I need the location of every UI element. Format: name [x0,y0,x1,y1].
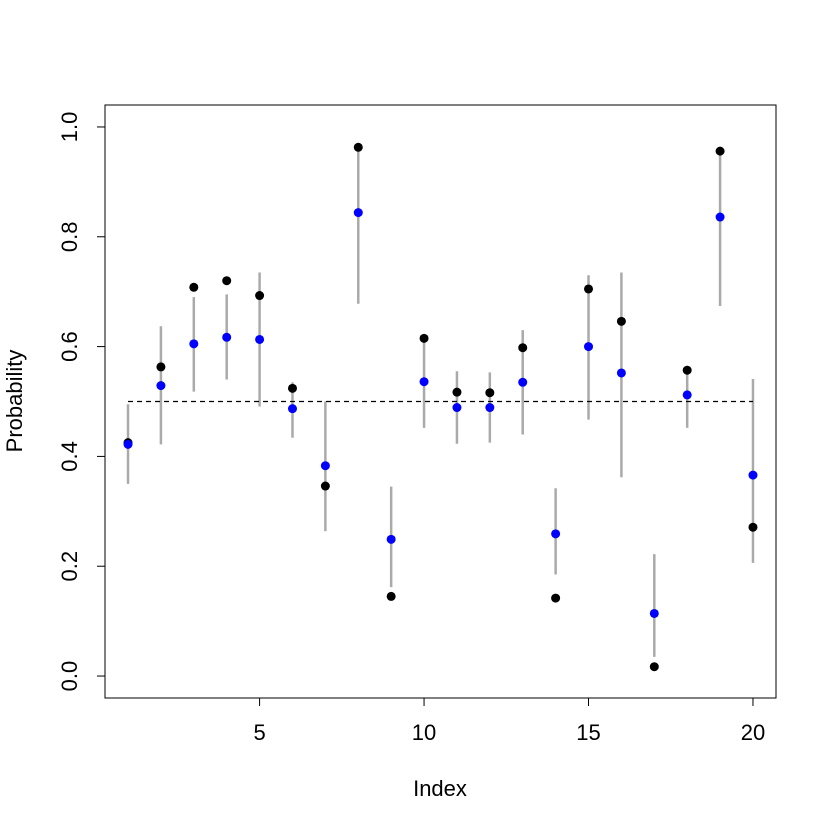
estimate-point [485,403,495,413]
estimate-point [616,368,626,378]
y-axis-label: Probability [2,350,27,453]
observed-point [485,388,495,398]
estimate-point [715,212,725,222]
estimate-point [584,342,594,352]
y-tick-label: 0.4 [57,441,82,472]
estimate-point [320,461,330,471]
y-tick-label: 1.0 [57,112,82,143]
estimate-point [156,381,166,391]
x-tick-label: 15 [576,720,600,745]
estimate-point [189,339,199,349]
points-layer [123,142,758,672]
observed-point [189,282,199,292]
observed-point [156,362,166,372]
estimate-point [748,470,758,480]
y-tick-label: 0.8 [57,221,82,252]
observed-point [419,333,429,343]
observed-point [551,593,561,603]
y-tick-label: 0.0 [57,661,82,692]
estimate-point [222,332,232,342]
estimate-point [649,608,659,618]
observed-point [353,142,363,152]
observed-point [320,481,330,491]
observed-point [518,343,528,353]
estimate-point [551,529,561,539]
observed-point [584,284,594,294]
observed-point [287,383,297,393]
y-tick-label: 0.2 [57,551,82,582]
estimate-point [123,439,133,449]
x-tick-label: 5 [253,720,265,745]
observed-point [682,365,692,375]
observed-point [649,662,659,672]
observed-point [222,276,232,286]
estimate-point [287,404,297,414]
estimate-point [353,208,363,218]
y-axis: 0.0 0.2 0.4 0.6 0.8 1.0 [57,112,106,692]
plot-frame [104,104,777,699]
observed-point [452,387,462,397]
x-tick-label: 10 [412,720,436,745]
observed-point [386,591,396,601]
observed-point [616,316,626,326]
observed-point [715,146,725,156]
x-tick-label: 20 [741,720,765,745]
observed-point [255,291,265,301]
estimate-point [452,403,462,413]
estimate-point [255,334,265,344]
estimate-point [419,377,429,387]
observed-point [748,522,758,532]
x-axis: 5 10 15 20 [253,697,765,745]
estimate-point [682,390,692,400]
interval-layer [126,150,755,657]
estimate-point [386,534,396,544]
x-axis-label: Index [413,776,467,801]
y-tick-label: 0.6 [57,331,82,362]
estimate-point [518,377,528,387]
